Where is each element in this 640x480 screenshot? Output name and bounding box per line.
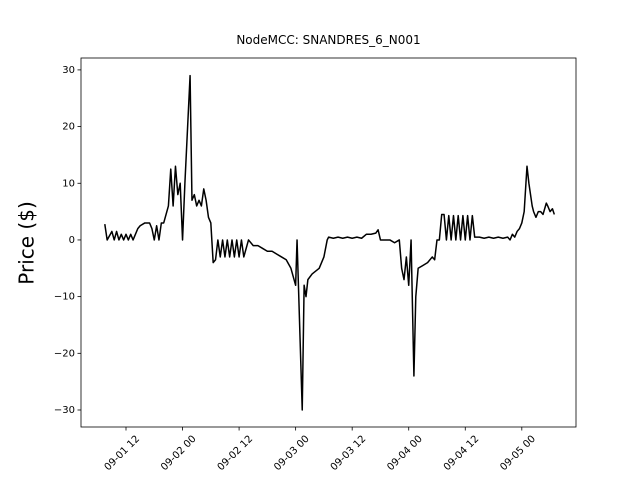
x-tick-label: 09-04 00 bbox=[385, 434, 425, 474]
price-line bbox=[104, 74, 556, 411]
y-tick-label: −10 bbox=[54, 292, 75, 303]
x-tick-label: 09-01 12 bbox=[103, 434, 143, 474]
y-tick-label: 30 bbox=[62, 65, 75, 76]
y-axis-label: Price ($) bbox=[15, 201, 39, 284]
x-tick-label: 09-05 00 bbox=[498, 434, 538, 474]
y-tick-label: 0 bbox=[69, 235, 75, 246]
y-tick-label: 10 bbox=[62, 178, 75, 189]
x-tick-label: 09-03 00 bbox=[272, 434, 312, 474]
plot-frame bbox=[80, 57, 577, 428]
y-tick-label: −20 bbox=[54, 348, 75, 359]
x-tick-label: 09-04 12 bbox=[442, 434, 482, 474]
chart-title: NodeMCC: SNANDRES_6_N001 bbox=[236, 33, 420, 47]
y-tick-label: 20 bbox=[62, 122, 75, 133]
x-tick-label: 09-03 12 bbox=[329, 434, 369, 474]
x-tick-label: 09-02 12 bbox=[216, 434, 256, 474]
x-tick-label: 09-02 00 bbox=[159, 434, 199, 474]
y-tick-label: −30 bbox=[54, 405, 75, 416]
